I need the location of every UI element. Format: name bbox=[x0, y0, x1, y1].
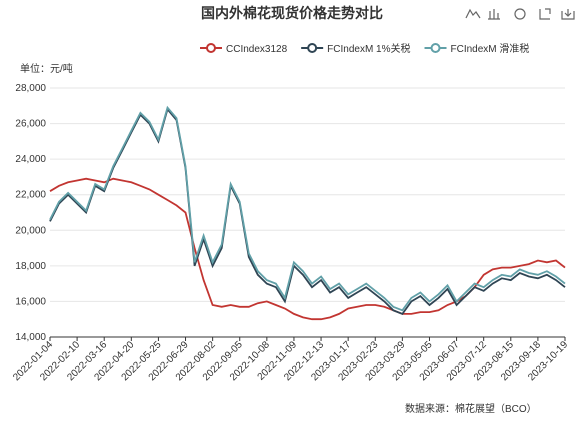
chart-title: 国内外棉花现货价格走势对比 bbox=[201, 5, 383, 21]
y-tick-label: 20,000 bbox=[15, 225, 46, 236]
y-tick-label: 22,000 bbox=[15, 190, 46, 201]
legend-label: CCIndex3128 bbox=[226, 44, 288, 55]
y-tick-label: 16,000 bbox=[15, 296, 46, 307]
tool-zoom[interactable] bbox=[539, 8, 551, 20]
tool-save[interactable] bbox=[561, 9, 575, 20]
y-tick-label: 18,000 bbox=[15, 261, 46, 272]
y-tick-label: 28,000 bbox=[15, 83, 46, 94]
unit-label: 单位：元/吨 bbox=[20, 62, 73, 75]
legend-item[interactable]: CCIndex3128 bbox=[200, 43, 288, 55]
toolbar[interactable] bbox=[465, 8, 575, 20]
y-tick-label: 14,000 bbox=[15, 332, 46, 343]
y-tick-label: 24,000 bbox=[15, 154, 46, 165]
source-label: 数据来源：棉花展望（BCO） bbox=[405, 402, 537, 415]
legend-marker bbox=[307, 43, 318, 53]
tool-restore[interactable] bbox=[514, 8, 526, 20]
legend-marker bbox=[206, 43, 216, 53]
series-line bbox=[49, 105, 566, 312]
legend-item[interactable]: FCIndexM 滑准税 bbox=[424, 42, 530, 55]
series-line bbox=[49, 177, 566, 321]
y-tick-label: 26,000 bbox=[15, 119, 46, 130]
legend-item[interactable]: FCIndexM 1%关税 bbox=[301, 42, 411, 55]
tool-line[interactable] bbox=[465, 8, 481, 19]
tool-bar[interactable] bbox=[488, 9, 500, 20]
legend-marker bbox=[430, 43, 441, 53]
legend-label: FCIndexM 滑准税 bbox=[451, 42, 530, 55]
legend-label: FCIndexM 1%关税 bbox=[327, 42, 410, 55]
